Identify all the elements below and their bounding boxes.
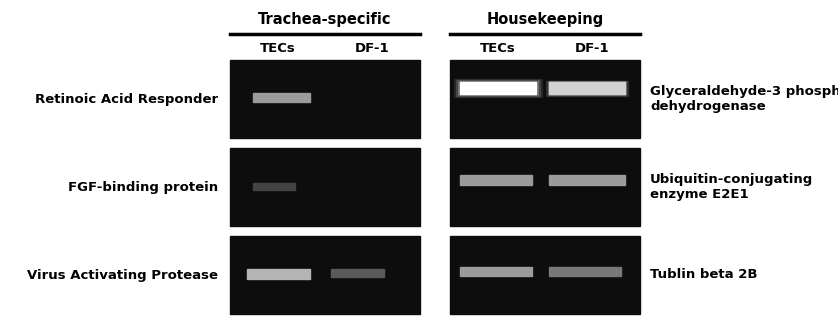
Text: Glyceraldehyde-3 phosphate
dehydrogenase: Glyceraldehyde-3 phosphate dehydrogenase <box>650 85 838 113</box>
Bar <box>458 81 537 95</box>
Text: FGF-binding protein: FGF-binding protein <box>68 180 218 193</box>
Bar <box>450 60 640 138</box>
Bar <box>253 183 295 190</box>
Bar <box>247 269 310 279</box>
Bar <box>459 82 535 94</box>
Bar <box>230 60 420 138</box>
Bar <box>453 79 541 97</box>
Text: Ubiquitin-conjugating
enzyme E2E1: Ubiquitin-conjugating enzyme E2E1 <box>650 173 813 201</box>
Bar <box>456 80 540 96</box>
Bar <box>331 269 384 277</box>
Bar <box>549 82 625 94</box>
Bar <box>450 236 640 314</box>
Bar <box>230 236 420 314</box>
Bar <box>253 93 310 102</box>
Text: DF-1: DF-1 <box>575 42 610 55</box>
Text: Retinoic Acid Responder: Retinoic Acid Responder <box>35 93 218 106</box>
Text: Housekeeping: Housekeeping <box>486 12 603 27</box>
Text: TECs: TECs <box>260 42 295 55</box>
Text: Trachea-specific: Trachea-specific <box>258 12 391 27</box>
Bar <box>546 81 628 96</box>
Text: DF-1: DF-1 <box>355 42 390 55</box>
Bar <box>230 148 420 226</box>
Bar <box>459 175 531 185</box>
Bar <box>450 148 640 226</box>
Bar <box>549 175 625 185</box>
Text: TECs: TECs <box>479 42 515 55</box>
Bar <box>549 267 621 276</box>
Text: Tublin beta 2B: Tublin beta 2B <box>650 268 758 281</box>
Bar <box>548 82 626 95</box>
Text: Virus Activating Protease: Virus Activating Protease <box>27 268 218 281</box>
Bar <box>459 267 531 276</box>
